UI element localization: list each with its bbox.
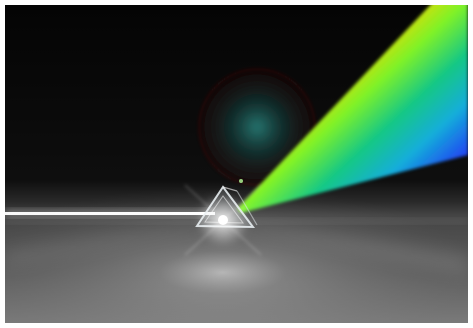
floor-light-spread [223, 221, 468, 275]
incoming-light-beam-core [5, 212, 215, 215]
small-sparkle [239, 179, 243, 183]
prism-scene [5, 5, 468, 323]
spectrum-beam [237, 5, 468, 213]
photo-frame [5, 5, 468, 323]
floor-light-spread-left [5, 221, 223, 267]
